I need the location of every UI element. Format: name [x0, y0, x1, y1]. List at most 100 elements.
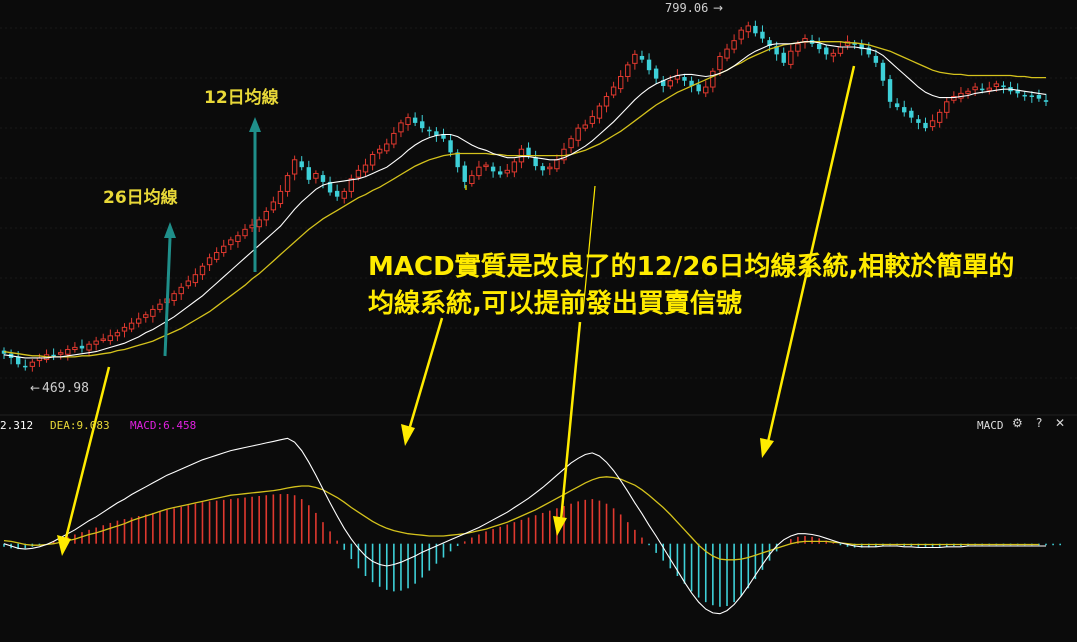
help-button[interactable]: ?: [1036, 416, 1043, 430]
candle-body-down: [1029, 95, 1035, 97]
candle-body-down: [873, 55, 879, 63]
candle-body-up: [745, 25, 751, 33]
candle-body-down: [909, 110, 914, 118]
pointer-arrow-4: [760, 65, 856, 458]
low-arrow-icon: ←: [30, 381, 40, 395]
candle-body-up: [185, 280, 191, 287]
candle-body-up: [199, 265, 206, 276]
candle-body-up: [114, 332, 121, 337]
macd-histogram: [3, 494, 1061, 607]
candle-body-up: [107, 335, 114, 342]
candle-body-up: [830, 52, 837, 57]
candle-body-up: [86, 343, 92, 351]
annotation-line-2: 均線系統,可以提前發出買賣信號: [368, 288, 742, 319]
candle-body-down: [923, 122, 928, 129]
candle-body-down: [866, 47, 871, 55]
candle-body-up: [589, 116, 596, 124]
candle-body-up: [192, 274, 199, 284]
pointer-arrow-2: [401, 185, 467, 446]
close-button[interactable]: ✕: [1055, 416, 1066, 430]
macd-value-label: MACD:6.458: [130, 419, 196, 432]
candle-body-up: [617, 76, 624, 90]
candle-body-down: [767, 40, 772, 46]
ma12-arrow-icon: [249, 117, 261, 272]
candle-body-up: [986, 87, 992, 91]
candle-body-up: [228, 239, 234, 246]
candle-body-up: [277, 190, 284, 205]
candle-body-up: [143, 314, 149, 318]
candle-body-up: [291, 159, 298, 175]
high-arrow-icon: →: [713, 1, 723, 15]
candle-body-up: [376, 148, 383, 154]
candle-body-down: [646, 59, 652, 71]
candle-body-up: [235, 235, 241, 242]
ma26-line: [3, 41, 1046, 358]
candle-body-up: [625, 64, 631, 78]
low-price-label: 469.98: [42, 381, 89, 396]
candle-body-up: [263, 210, 269, 221]
candle-body-up: [610, 86, 617, 96]
annotation-line-1: MACD實質是改良了的12/26日均線系統,相較於簡單的: [368, 251, 1014, 282]
candle-body-down: [427, 129, 432, 132]
candle-body-down: [306, 167, 312, 180]
candle-body-down: [497, 171, 503, 175]
candle-body-up: [284, 175, 291, 192]
candle-body-down: [448, 140, 453, 153]
candle-body-up: [965, 90, 971, 94]
candle-body-up: [547, 166, 553, 170]
candle-body-up: [150, 308, 156, 317]
candle-body-up: [171, 293, 177, 302]
candle-body-down: [824, 47, 829, 55]
candle-body-up: [936, 111, 943, 123]
candle-body-down: [15, 356, 21, 365]
candle-body-up: [568, 138, 574, 149]
candle-body-up: [121, 326, 128, 332]
candle-body-down: [682, 77, 687, 81]
candle-body-down: [781, 52, 786, 63]
candle-body-up: [788, 50, 794, 65]
candle-body-up: [554, 159, 560, 170]
candle-body-down: [79, 345, 85, 349]
candle-body-down: [299, 161, 304, 168]
candle-body-down: [816, 43, 822, 50]
candle-body-up: [128, 322, 135, 330]
ma26-label: 26日均線: [103, 187, 178, 208]
ma12-label: 12日均線: [204, 87, 279, 108]
candle-body-up: [270, 201, 277, 211]
candle-body-up: [157, 303, 163, 310]
candle-body-up: [391, 132, 397, 145]
candle-body-up: [476, 166, 482, 177]
candle-body-down: [774, 45, 779, 55]
ma12-line: [3, 41, 1047, 359]
candle-body-up: [972, 86, 978, 91]
candle-body-up: [929, 120, 936, 128]
candle-body-down: [1001, 85, 1006, 88]
candle-body-up: [993, 83, 1000, 88]
candle-body-up: [256, 219, 262, 228]
candle-body-up: [731, 40, 737, 50]
candle-body-up: [405, 117, 411, 125]
candle-body-down: [980, 88, 985, 91]
candle-body-up: [341, 190, 347, 199]
candle-body-up: [511, 161, 518, 173]
candle-body-down: [533, 157, 538, 167]
candle-body-up: [951, 96, 957, 101]
candle-body-down: [334, 190, 340, 197]
candle-body-down: [1022, 94, 1027, 97]
candle-body-up: [667, 80, 674, 87]
candle-body-down: [894, 103, 900, 108]
candle-body-up: [603, 96, 610, 107]
gear-icon[interactable]: ⚙: [1012, 416, 1023, 430]
candle-body-up: [795, 43, 801, 52]
dea-line: [3, 476, 1039, 561]
candle-body-down: [760, 31, 765, 39]
candle-body-up: [483, 164, 489, 168]
candle-body-down: [639, 55, 645, 60]
candle-body-down: [753, 25, 758, 34]
candle-body-up: [100, 338, 106, 341]
candle-body-up: [944, 101, 950, 113]
candle-body-down: [420, 121, 425, 129]
candle-body-up: [844, 41, 851, 46]
ma26-arrow-icon: [163, 222, 176, 357]
